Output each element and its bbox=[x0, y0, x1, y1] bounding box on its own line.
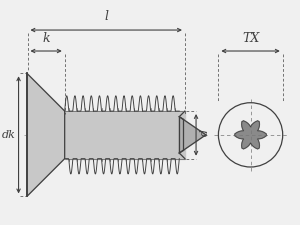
Text: l: l bbox=[104, 10, 108, 23]
Text: d: d bbox=[200, 128, 210, 136]
Polygon shape bbox=[65, 111, 185, 159]
Polygon shape bbox=[235, 121, 266, 149]
Text: TX: TX bbox=[242, 32, 259, 45]
Polygon shape bbox=[179, 117, 184, 153]
Polygon shape bbox=[179, 117, 206, 153]
Text: k: k bbox=[42, 32, 50, 45]
Text: dk: dk bbox=[2, 130, 16, 140]
Polygon shape bbox=[179, 111, 185, 159]
Polygon shape bbox=[27, 73, 65, 196]
